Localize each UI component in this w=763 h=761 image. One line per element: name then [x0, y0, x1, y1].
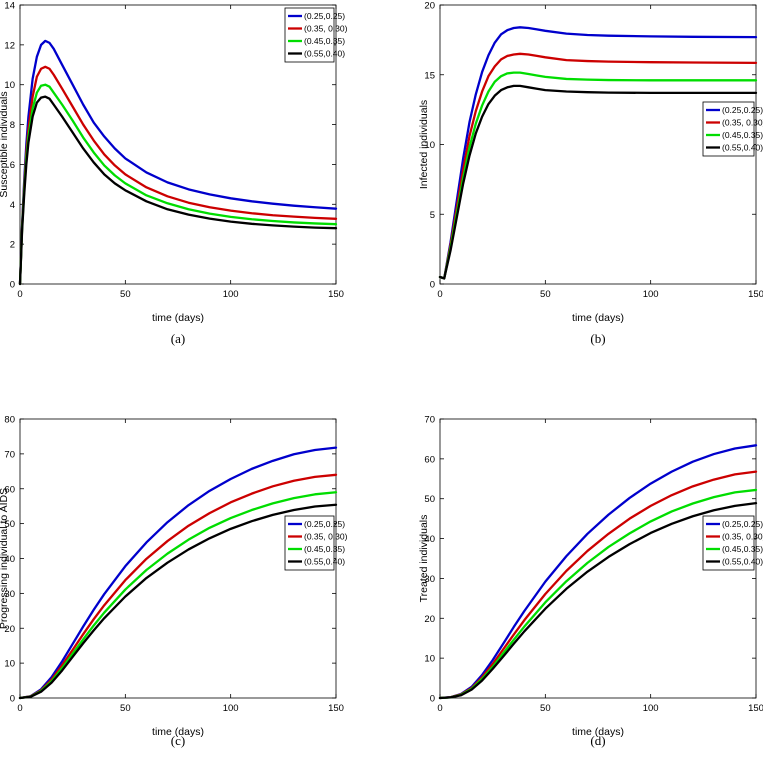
y-tick-label: 10 [4, 80, 15, 91]
legend-entry-label: (0.25,0.25) [722, 105, 763, 115]
y-tick-label: 20 [4, 624, 15, 635]
x-tick-label: 150 [328, 289, 344, 300]
plot-area-frame [19, 4, 337, 285]
panel-caption: (b) [590, 331, 605, 346]
series-line-1 [18, 39, 338, 286]
legend: (0.25,0.25) (0.35, 0.30) (0.45,0.35) (0.55,… [702, 101, 763, 157]
y-tick-label: 0 [10, 694, 15, 705]
x-axis-title: time (days) [152, 726, 204, 738]
x-tick-label: 0 [437, 703, 442, 714]
y-tick-label: 0 [430, 280, 435, 291]
y-axis-title: Treated individuals [418, 515, 430, 603]
chart-panel-4: 0 50 100 150 0 10 20 30 40 50 60 70 time (days) Treat… [418, 415, 763, 749]
legend: (0.25,0.25) (0.35, 0.30) (0.45,0.35) (0.55,… [284, 515, 348, 571]
legend-entry-label: (0.55,0.40) [304, 557, 345, 567]
series-line-4 [18, 503, 338, 700]
legend: (0.25,0.25) (0.35, 0.30) (0.45,0.35) (0.55,… [284, 7, 348, 63]
series-line-1 [18, 446, 338, 700]
y-tick-label: 10 [4, 659, 15, 670]
panel-caption: (d) [590, 733, 605, 748]
y-tick-label: 5 [430, 210, 435, 221]
x-axis-title: time (days) [572, 726, 624, 738]
x-tick-label: 150 [748, 289, 763, 300]
x-tick-label: 150 [328, 703, 344, 714]
panel-caption: (a) [171, 331, 185, 346]
y-tick-label: 15 [424, 70, 435, 81]
x-tick-label: 50 [120, 703, 131, 714]
x-tick-label: 50 [120, 289, 131, 300]
y-tick-label: 60 [424, 454, 435, 465]
legend-entry-label: (0.35, 0.30) [722, 532, 763, 542]
x-tick-label: 100 [223, 289, 239, 300]
y-tick-label: 6 [10, 160, 15, 171]
legend-entry-label: (0.35, 0.30) [304, 24, 348, 34]
legend-entry-label: (0.55,0.40) [304, 49, 345, 59]
series-line-4 [438, 501, 758, 700]
x-tick-label: 50 [540, 289, 551, 300]
x-tick-label: 150 [748, 703, 763, 714]
y-tick-label: 20 [424, 614, 435, 625]
y-axis-title: Progressing individual to AIDS [0, 488, 10, 629]
chart-panel-3: 0 50 100 150 0 10 20 30 40 50 60 70 80 time (days) Pro… [0, 415, 348, 749]
legend-entry-label: (0.45,0.35) [304, 544, 345, 554]
x-tick-label: 0 [437, 289, 442, 300]
legend-entry-label: (0.55,0.40) [722, 557, 763, 567]
chart-panel-1: 0 50 100 150 0 2 4 6 8 10 12 14 time (days) Susceptib… [0, 1, 348, 347]
y-tick-label: 0 [10, 280, 15, 291]
legend-entry-label: (0.25,0.25) [722, 519, 763, 529]
x-tick-label: 100 [643, 703, 659, 714]
series-line-2 [18, 473, 338, 700]
y-tick-label: 30 [424, 574, 435, 585]
y-tick-label: 2 [10, 240, 15, 251]
series-line-4 [438, 84, 758, 280]
y-tick-label: 80 [4, 415, 15, 426]
y-tick-label: 30 [4, 589, 15, 600]
y-tick-label: 50 [4, 519, 15, 530]
y-tick-label: 10 [424, 140, 435, 151]
chart-panel-2: 0 50 100 150 0 5 10 15 20 time (days) Infected ind… [418, 1, 763, 347]
series-line-2 [438, 52, 758, 280]
legend-entry-label: (0.25,0.25) [304, 11, 345, 21]
series-line-1 [438, 26, 758, 280]
legend-entry-label: (0.45,0.35) [304, 36, 345, 46]
panel-caption: (c) [171, 733, 185, 748]
y-tick-label: 10 [424, 654, 435, 665]
x-axis-title: time (days) [572, 312, 624, 324]
y-tick-label: 0 [430, 694, 435, 705]
y-tick-label: 40 [4, 554, 15, 565]
series-line-2 [18, 65, 338, 286]
x-tick-label: 0 [17, 289, 22, 300]
legend-entry-label: (0.55,0.40) [722, 143, 763, 153]
x-tick-label: 50 [540, 703, 551, 714]
legend: (0.25,0.25) (0.35, 0.30) (0.45,0.35) (0.55,… [702, 515, 763, 571]
y-tick-label: 20 [424, 1, 435, 12]
y-axis-title: Infected individuals [418, 100, 430, 189]
x-tick-label: 100 [223, 703, 239, 714]
y-tick-label: 70 [424, 415, 435, 426]
series-line-4 [18, 95, 338, 286]
legend-entry-label: (0.25,0.25) [304, 519, 345, 529]
x-tick-label: 100 [643, 289, 659, 300]
y-tick-label: 14 [4, 1, 15, 12]
legend-entry-label: (0.45,0.35) [722, 130, 763, 140]
y-tick-label: 4 [10, 200, 15, 211]
x-tick-label: 0 [17, 703, 22, 714]
y-tick-label: 60 [4, 484, 15, 495]
y-tick-label: 40 [424, 534, 435, 545]
legend-entry-label: (0.35, 0.30) [304, 532, 348, 542]
y-tick-label: 8 [10, 120, 15, 131]
x-axis-title: time (days) [152, 312, 204, 324]
legend-entry-label: (0.35, 0.30) [722, 118, 763, 128]
y-tick-label: 50 [424, 494, 435, 505]
y-tick-label: 12 [4, 40, 15, 51]
legend-entry-label: (0.45,0.35) [722, 544, 763, 554]
y-tick-label: 70 [4, 449, 15, 460]
y-axis-title: Susceptible individuals [0, 91, 10, 197]
